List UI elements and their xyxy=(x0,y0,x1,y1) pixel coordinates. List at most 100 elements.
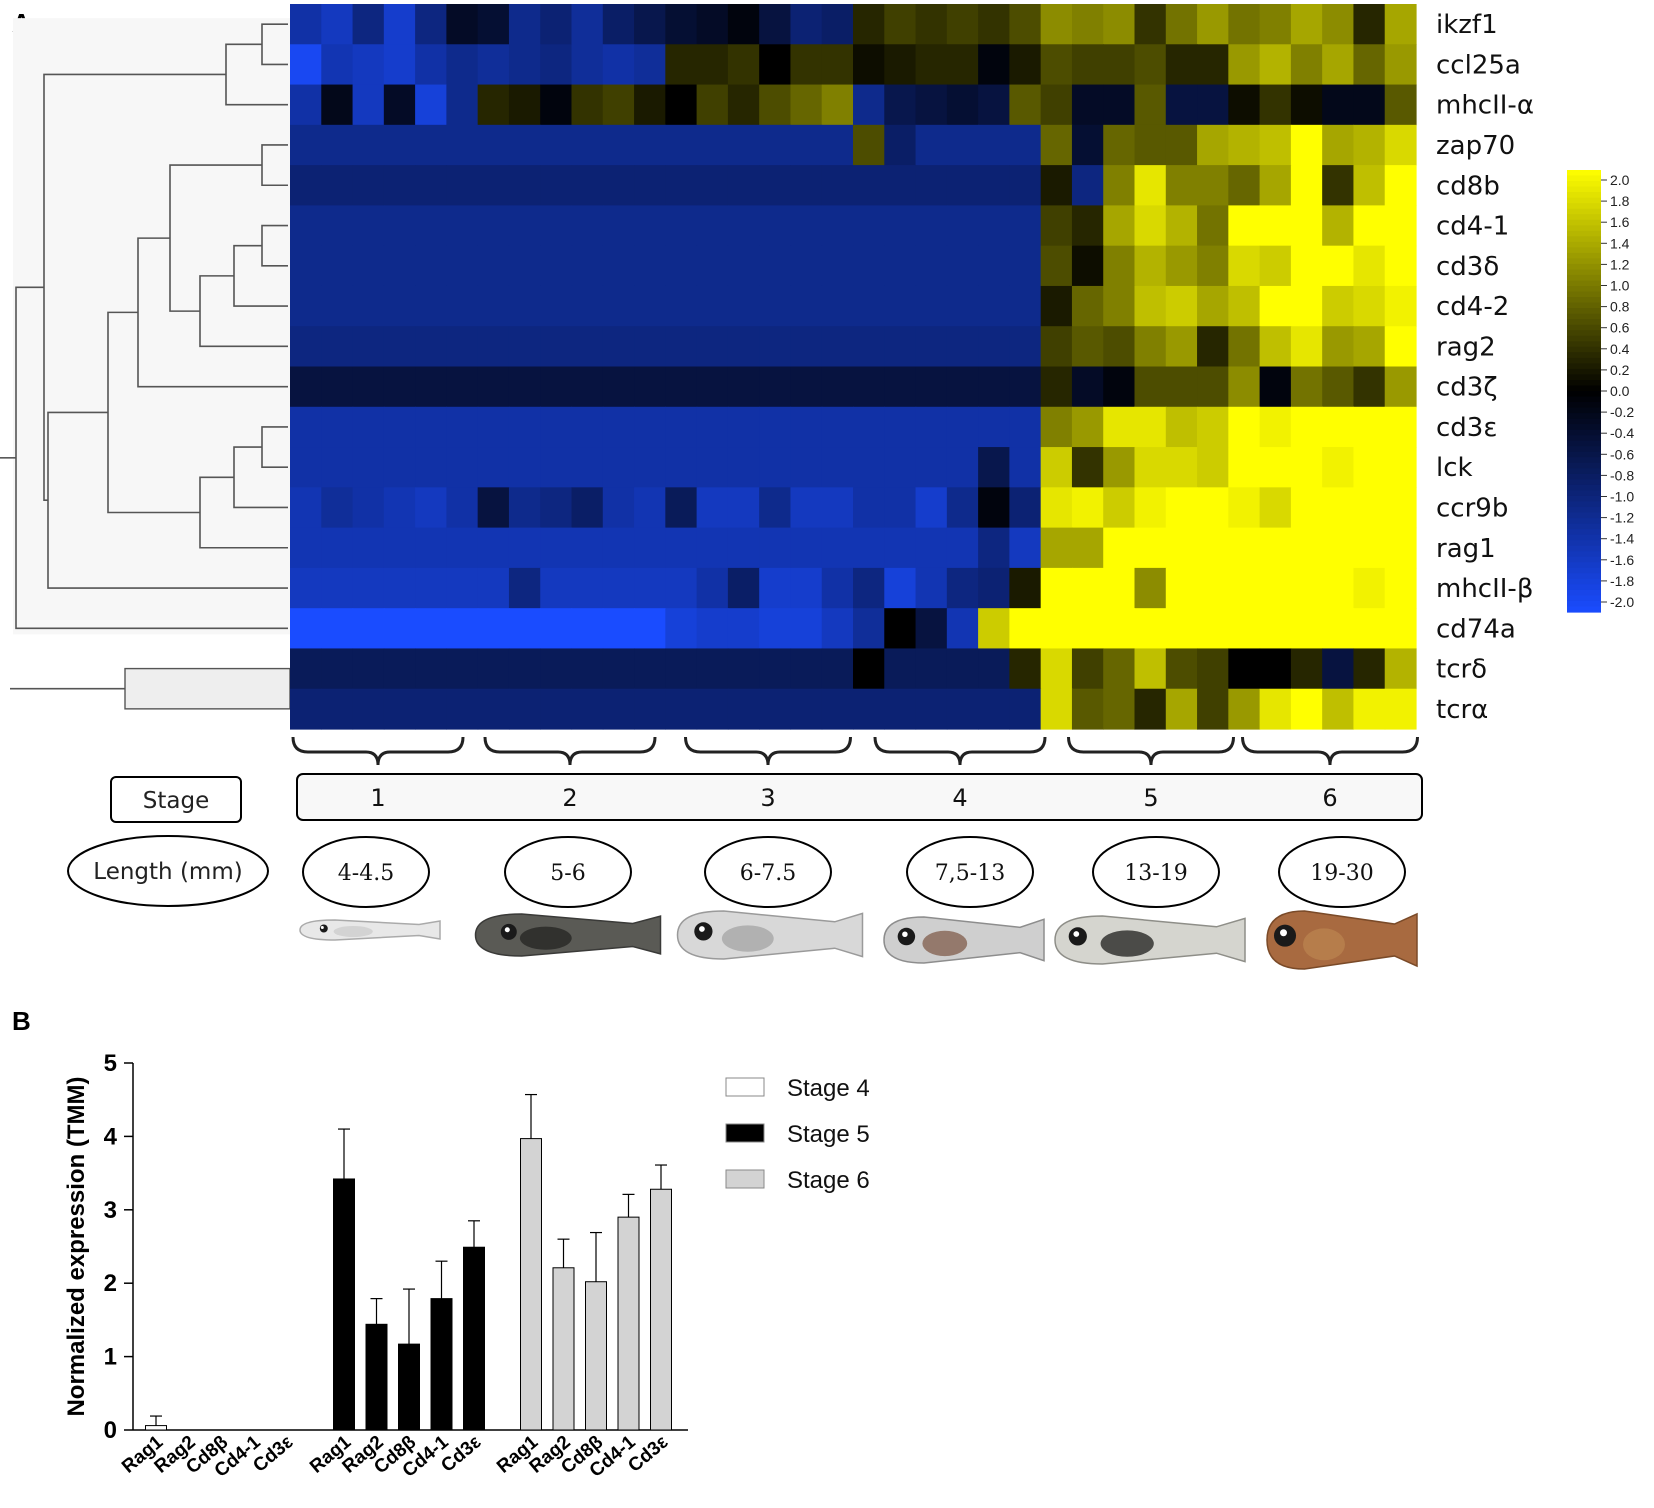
heatmap-cell xyxy=(915,406,948,448)
heatmap-cell xyxy=(383,406,416,448)
heatmap-cell xyxy=(508,688,541,730)
colorbar-segment xyxy=(1567,490,1601,497)
heatmap-cell xyxy=(1040,285,1073,327)
heatmap-cell xyxy=(884,366,917,408)
heatmap-cell xyxy=(1259,205,1292,247)
heatmap-cell xyxy=(821,406,854,448)
heatmap-cell xyxy=(1384,648,1417,690)
heatmap-cell xyxy=(602,165,635,206)
heatmap-cell xyxy=(946,326,979,368)
heatmap-cell xyxy=(540,285,573,327)
heatmap-cell xyxy=(446,567,479,609)
heatmap-cell xyxy=(1197,245,1229,287)
heatmap-cell xyxy=(321,165,354,206)
heatmap-cell xyxy=(790,648,823,690)
heatmap-cell xyxy=(790,165,823,206)
heatmap-cell xyxy=(1197,285,1229,327)
length-ellipse xyxy=(1278,836,1406,908)
heatmap-cell xyxy=(1259,285,1292,327)
heatmap-cell xyxy=(1259,84,1292,126)
heatmap-cell xyxy=(1353,84,1386,126)
heatmap-cell xyxy=(383,205,416,247)
colorbar-tick-label: 0.4 xyxy=(1610,341,1630,357)
heatmap-cell xyxy=(321,487,354,529)
length-ellipse xyxy=(906,836,1034,908)
heatmap-cell xyxy=(1197,648,1229,690)
colorbar-segment xyxy=(1567,374,1601,381)
heatmap-cell xyxy=(571,688,604,730)
colorbar-segment xyxy=(1567,330,1601,337)
heatmap-cell xyxy=(352,366,385,408)
heatmap-cell xyxy=(1228,527,1261,569)
heatmap-cell xyxy=(1290,487,1323,529)
heatmap-cell xyxy=(696,447,729,488)
heatmap-cell xyxy=(978,688,1010,730)
heatmap-cell xyxy=(1228,4,1261,45)
heatmap-cell xyxy=(321,124,354,166)
heatmap-cell xyxy=(759,245,792,287)
heatmap-cell xyxy=(1040,205,1073,247)
heatmap-cell xyxy=(790,366,823,408)
larva-eye xyxy=(319,924,328,933)
y-tick-label: 1 xyxy=(104,1344,117,1371)
heatmap-cell xyxy=(1040,44,1073,86)
heatmap-cell xyxy=(1228,165,1261,206)
colorbar-tick-label: -0.6 xyxy=(1610,446,1634,462)
heatmap-cell xyxy=(446,205,479,247)
heatmap-cell xyxy=(1259,567,1292,609)
heatmap-cell xyxy=(1009,124,1042,166)
heatmap-cell xyxy=(1197,688,1229,730)
heatmap-cell xyxy=(1353,245,1386,287)
heatmap-cell xyxy=(915,487,948,529)
colorbar-segment xyxy=(1567,203,1601,210)
colorbar-segment xyxy=(1567,308,1601,315)
heatmap-cell xyxy=(634,366,666,408)
heatmap-cell xyxy=(540,205,573,247)
heatmap-cell xyxy=(1071,205,1104,247)
heatmap-cell xyxy=(571,205,604,247)
heatmap-cell xyxy=(978,648,1010,690)
heatmap-cell xyxy=(508,285,541,327)
gene-label: cd3δ xyxy=(1436,252,1499,282)
heatmap-cell xyxy=(415,165,447,206)
heatmap-cell xyxy=(727,44,760,86)
colorbar-segment xyxy=(1567,208,1601,215)
heatmap-cell xyxy=(759,648,792,690)
heatmap-cell xyxy=(446,608,479,650)
heatmap-cell xyxy=(477,165,510,206)
heatmap-cell xyxy=(1259,648,1292,690)
heatmap-cell xyxy=(602,245,635,287)
heatmap-cell xyxy=(602,447,635,488)
gene-label: cd8b xyxy=(1436,171,1500,201)
heatmap-cell xyxy=(1165,608,1198,650)
colorbar-segment xyxy=(1567,252,1601,260)
heatmap-cell xyxy=(352,84,385,126)
colorbar-segment xyxy=(1567,545,1601,552)
heatmap-cell xyxy=(383,527,416,569)
y-tick-label: 2 xyxy=(104,1270,117,1297)
heatmap-cell xyxy=(1322,245,1355,287)
heatmap-cell xyxy=(352,567,385,609)
heatmap-cell xyxy=(1228,608,1261,650)
heatmap-cell xyxy=(1384,688,1417,730)
length-value: 13-19 xyxy=(1124,861,1187,886)
heatmap-cell xyxy=(915,447,948,488)
heatmap-cell xyxy=(321,205,354,247)
heatmap-cell xyxy=(415,84,447,126)
heatmap-cell xyxy=(415,44,447,86)
heatmap-cell xyxy=(1384,44,1417,86)
heatmap-cell xyxy=(415,447,447,488)
heatmap-cell xyxy=(696,245,729,287)
heatmap-cell xyxy=(978,4,1010,45)
heatmap-cell xyxy=(508,527,541,569)
heatmap-cell xyxy=(1134,4,1167,45)
heatmap-cell xyxy=(727,124,760,166)
heatmap-cell xyxy=(1259,4,1292,45)
heatmap-cell xyxy=(1384,124,1417,166)
heatmap-cell xyxy=(1009,648,1042,690)
heatmap-cell xyxy=(415,527,447,569)
colorbar-segment xyxy=(1567,479,1601,486)
heatmap-cell xyxy=(1353,608,1386,650)
heatmap-cell xyxy=(821,326,854,368)
